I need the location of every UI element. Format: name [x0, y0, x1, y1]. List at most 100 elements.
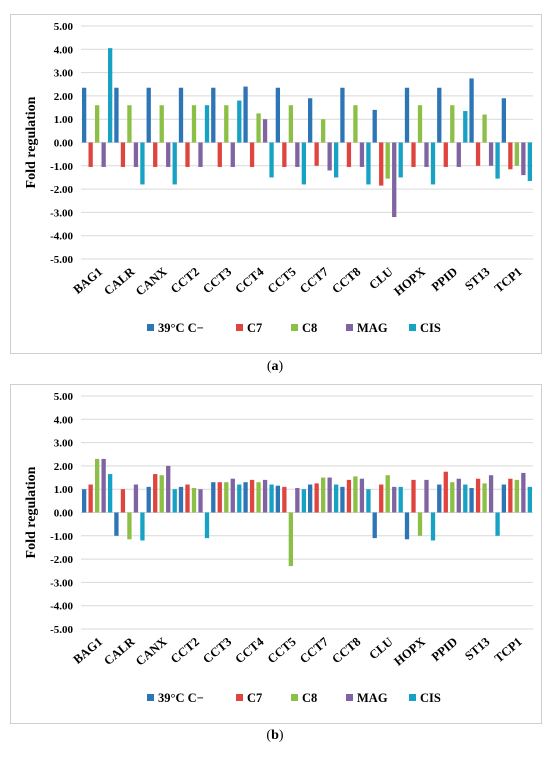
- bar-a-cct4-c7: [249, 142, 255, 167]
- bar-a-ppid-c8: [450, 105, 455, 143]
- bar-b-canx-cis: [172, 489, 177, 513]
- bar-a-bag1-mag: [101, 142, 106, 167]
- y-tick-label: 4.00: [54, 414, 74, 426]
- bar-a-clu-c8: [385, 142, 390, 179]
- bar-a-cct3-c7: [217, 142, 222, 167]
- bar-a-bag1-cis: [107, 48, 113, 143]
- x-tick-label: CANX: [133, 635, 170, 669]
- bar-b-ppid-ctrl: [437, 484, 442, 513]
- bar-b-st13-c7: [475, 478, 481, 513]
- bar-b-cct2-mag: [198, 489, 203, 513]
- bar-a-cct8-c8: [353, 105, 358, 143]
- x-tick-label: CCT8: [329, 635, 363, 667]
- bar-b-cct2-c7: [185, 484, 190, 513]
- bar-b-cct5-c7: [282, 486, 287, 513]
- x-tick-label: PPID: [429, 265, 460, 294]
- bar-a-ppid-c7: [443, 142, 448, 167]
- y-tick-label: -3.00: [50, 577, 73, 589]
- x-tick-label: CCT3: [200, 265, 234, 297]
- bar-a-st13-c8: [482, 114, 487, 143]
- bar-b-cct8-c7: [346, 479, 352, 513]
- bar-a-cct5-mag: [295, 142, 300, 167]
- x-tick-label: CANX: [133, 265, 170, 299]
- y-tick-label: 0.00: [54, 508, 74, 520]
- bar-b-cct5-c8: [288, 512, 294, 567]
- bar-a-cct5-cis: [301, 142, 307, 185]
- y-tick-label: 1.00: [54, 484, 74, 496]
- legend-label: CIS: [420, 691, 441, 705]
- x-tick-label: CALR: [101, 264, 138, 298]
- y-tick-label: -2.00: [50, 554, 73, 566]
- bar-b-st13-c8: [482, 483, 487, 513]
- bar-b-hopx-c8: [417, 512, 423, 536]
- legend-label: 39°C C−: [158, 321, 204, 335]
- bar-a-cct7-mag: [327, 142, 332, 171]
- x-tick-label: CCT7: [297, 265, 331, 297]
- bar-a-canx-mag: [166, 142, 171, 167]
- bar-b-clu-ctrl: [372, 512, 377, 539]
- chart-panel-b: 5.00 4.00 3.00 2.00 1.00 0.00 -1.00 -2.00 -3.00 -…: [10, 384, 542, 724]
- x-tick-label: CALR: [101, 634, 138, 668]
- bar-b-cct7-cis: [333, 484, 339, 513]
- legend-swatch: [409, 324, 416, 331]
- x-tick-label: CCT5: [265, 635, 299, 667]
- bar-b-hopx-c7: [411, 479, 416, 513]
- bar-a-cct4-c8: [256, 113, 261, 143]
- bar-a-hopx-c7: [411, 142, 416, 167]
- bar-b-cct4-mag: [262, 479, 268, 513]
- legend-label: C8: [302, 321, 317, 335]
- bar-b-cct7-c7: [314, 483, 319, 513]
- chart-panel-a: 5.00 4.00 3.00 2.00 1.00 0.00 -1.00 -2.00 -3.00 -…: [10, 14, 542, 354]
- bar-a-st13-ctrl: [469, 78, 474, 143]
- bar-b-hopx-ctrl: [404, 512, 410, 540]
- x-tick-label: ST13: [462, 635, 492, 664]
- y-axis-title: Fold regulation: [24, 466, 39, 558]
- x-tick-label: CCT2: [168, 265, 202, 297]
- bar-b-cct4-ctrl: [243, 482, 248, 513]
- x-tick-label: CCT7: [297, 635, 331, 667]
- bar-a-canx-c8: [159, 105, 164, 143]
- bar-a-cct2-c8: [191, 105, 197, 143]
- bar-b-cct3-cis: [237, 484, 242, 513]
- bar-b-st13-mag: [488, 475, 494, 513]
- bar-b-cct8-ctrl: [340, 486, 345, 513]
- bar-a-canx-ctrl: [146, 87, 151, 143]
- bar-a-cct5-c8: [288, 105, 294, 143]
- bar-a-st13-c7: [475, 142, 481, 166]
- legend-label: MAG: [357, 321, 388, 335]
- bar-b-canx-mag: [166, 465, 171, 513]
- legend-label: MAG: [357, 691, 388, 705]
- bar-b-tcp1-c8: [514, 479, 520, 513]
- legend-label: CIS: [420, 321, 441, 335]
- bar-a-canx-c7: [153, 142, 158, 167]
- bar-a-cct8-mag: [359, 142, 365, 167]
- x-tick-label: BAG1: [71, 635, 106, 667]
- bar-b-cct7-ctrl: [307, 484, 313, 513]
- y-tick-label: 2.00: [54, 91, 74, 103]
- x-tick-label: CCT2: [168, 635, 202, 667]
- y-tick-label: 5.00: [54, 391, 74, 403]
- x-tick-label: TCP1: [492, 635, 525, 666]
- bar-a-clu-c7: [379, 142, 384, 186]
- bar-a-cct4-cis: [269, 142, 274, 178]
- bar-b-st13-cis: [495, 512, 500, 536]
- bar-a-hopx-ctrl: [404, 87, 410, 143]
- bar-b-cct4-c7: [249, 479, 255, 513]
- x-tick-label: CCT5: [265, 265, 299, 297]
- y-tick-label: 5.00: [54, 21, 74, 33]
- bar-a-calr-c7: [120, 142, 126, 167]
- bar-a-cct8-ctrl: [340, 87, 345, 143]
- legend-swatch: [147, 324, 154, 331]
- bar-b-tcp1-ctrl: [501, 484, 507, 513]
- x-tick-label: TCP1: [492, 265, 525, 296]
- bar-b-tcp1-cis: [527, 486, 533, 513]
- legend-swatch: [236, 694, 243, 701]
- y-tick-label: -4.00: [50, 231, 73, 243]
- legend-swatch: [291, 324, 298, 331]
- bar-b-canx-ctrl: [146, 486, 151, 513]
- bar-a-calr-ctrl: [114, 87, 119, 143]
- bar-b-cct7-c8: [320, 477, 326, 513]
- legend-swatch: [236, 324, 243, 331]
- x-tick-label: ST13: [462, 265, 492, 294]
- bar-a-tcp1-c7: [508, 142, 513, 170]
